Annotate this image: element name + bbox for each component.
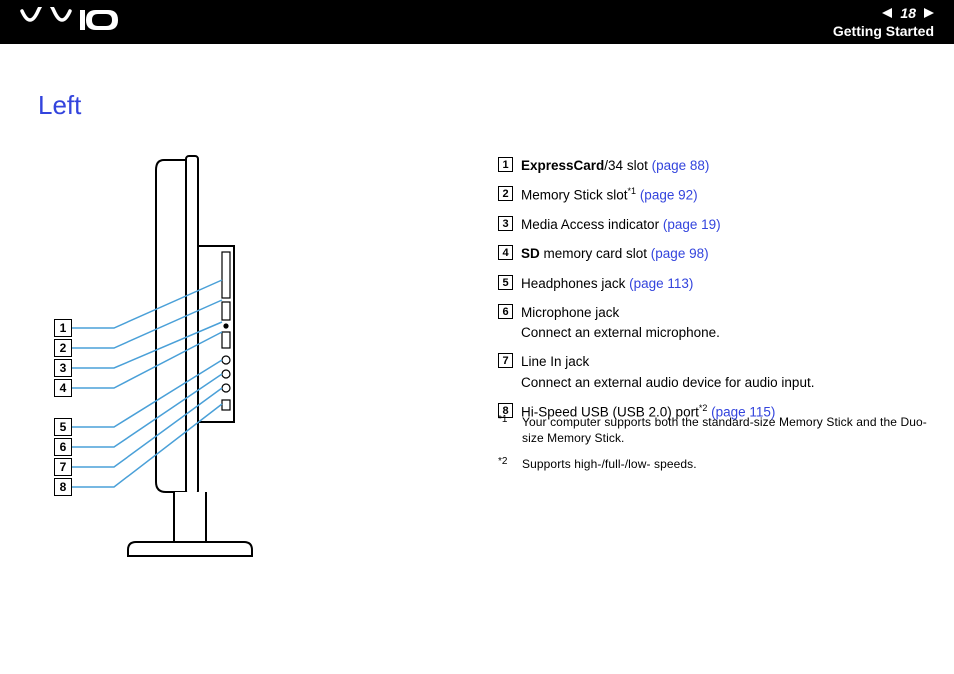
item-text: Line In jackConnect an external audio de… bbox=[521, 352, 814, 393]
item-number-box: 3 bbox=[498, 216, 513, 231]
list-item: 1 ExpressCard/34 slot (page 88) bbox=[498, 156, 918, 176]
item-text: Headphones jack (page 113) bbox=[521, 274, 693, 294]
callout-label: 6 bbox=[54, 438, 72, 456]
footnote-text: Your computer supports both the standard… bbox=[522, 414, 938, 446]
next-page-arrow[interactable] bbox=[922, 5, 934, 21]
page-link[interactable]: (page 113) bbox=[629, 276, 693, 291]
page-link[interactable]: (page 19) bbox=[663, 217, 721, 232]
callout-label: 2 bbox=[54, 339, 72, 357]
section-name: Getting Started bbox=[833, 23, 934, 39]
port-list: 1 ExpressCard/34 slot (page 88) 2 Memory St… bbox=[498, 156, 918, 432]
page-number: 18 bbox=[900, 5, 916, 21]
item-number-box: 1 bbox=[498, 157, 513, 172]
footnote: *2Supports high-/full-/low- speeds. bbox=[498, 456, 938, 472]
footnotes: *1Your computer supports both the standa… bbox=[498, 414, 938, 483]
page-navigation: 18 bbox=[833, 5, 934, 21]
callout-label: 5 bbox=[54, 418, 72, 436]
item-number-box: 5 bbox=[498, 275, 513, 290]
page-link[interactable]: (page 98) bbox=[651, 246, 709, 261]
vaio-logo bbox=[20, 7, 140, 33]
item-text: Memory Stick slot*1 (page 92) bbox=[521, 185, 698, 206]
list-item: 6 Microphone jackConnect an external micr… bbox=[498, 303, 918, 344]
page-content: Left bbox=[0, 44, 954, 674]
list-item: 2 Memory Stick slot*1 (page 92) bbox=[498, 185, 918, 206]
callout-label: 1 bbox=[54, 319, 72, 337]
device-diagram: 1 2 3 4 5 6 7 8 bbox=[54, 152, 314, 572]
prev-page-arrow[interactable] bbox=[882, 5, 894, 21]
page-link[interactable]: (page 88) bbox=[652, 158, 710, 173]
list-item: 7 Line In jackConnect an external audio d… bbox=[498, 352, 918, 393]
item-number-box: 2 bbox=[498, 186, 513, 201]
header-right: 18 Getting Started bbox=[833, 5, 934, 39]
page-title: Left bbox=[38, 90, 81, 121]
item-number-box: 7 bbox=[498, 353, 513, 368]
item-text: SD memory card slot (page 98) bbox=[521, 244, 709, 264]
item-number-box: 4 bbox=[498, 245, 513, 260]
item-text: Microphone jackConnect an external micro… bbox=[521, 303, 720, 344]
footnote-text: Supports high-/full-/low- speeds. bbox=[522, 456, 697, 472]
callout-label: 8 bbox=[54, 478, 72, 496]
item-text: Media Access indicator (page 19) bbox=[521, 215, 721, 235]
item-text: ExpressCard/34 slot (page 88) bbox=[521, 156, 709, 176]
item-number-box: 6 bbox=[498, 304, 513, 319]
callout-label: 4 bbox=[54, 379, 72, 397]
page-header: 18 Getting Started bbox=[0, 0, 954, 44]
footnote-marker: *2 bbox=[498, 456, 522, 472]
list-item: 5 Headphones jack (page 113) bbox=[498, 274, 918, 294]
footnote-marker: *1 bbox=[498, 414, 522, 446]
footnote: *1Your computer supports both the standa… bbox=[498, 414, 938, 446]
page-link[interactable]: (page 92) bbox=[640, 188, 698, 203]
callout-label: 7 bbox=[54, 458, 72, 476]
callout-label: 3 bbox=[54, 359, 72, 377]
list-item: 4 SD memory card slot (page 98) bbox=[498, 244, 918, 264]
list-item: 3 Media Access indicator (page 19) bbox=[498, 215, 918, 235]
device-illustration bbox=[126, 152, 276, 572]
